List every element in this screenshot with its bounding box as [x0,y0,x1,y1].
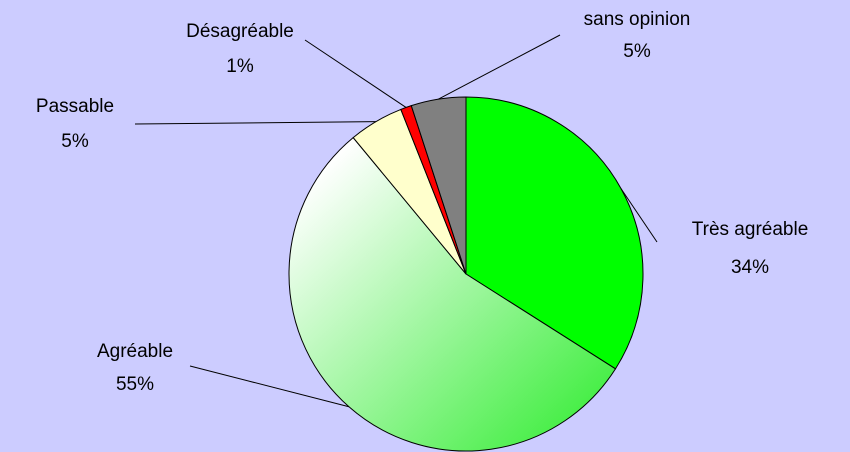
leader-line [134,121,376,125]
pie-slice [465,96,644,370]
leader-line [304,39,407,108]
slice-value-label: 55% [116,374,154,395]
slice-value-label: 5% [623,41,651,62]
slice-label: Désagréable [186,21,294,42]
pie-slice [410,96,467,275]
slice-label: Agréable [97,341,173,362]
leader-line [438,34,561,100]
slice-label: Passable [36,96,114,117]
slice-label: sans opinion [584,9,691,30]
slice-value-label: 1% [226,56,254,77]
leader-line [189,365,350,408]
slice-value-label: 5% [61,131,89,152]
leader-line [620,188,658,243]
slice-value-label: 34% [731,257,769,278]
slice-label: Très agréable [692,219,809,240]
